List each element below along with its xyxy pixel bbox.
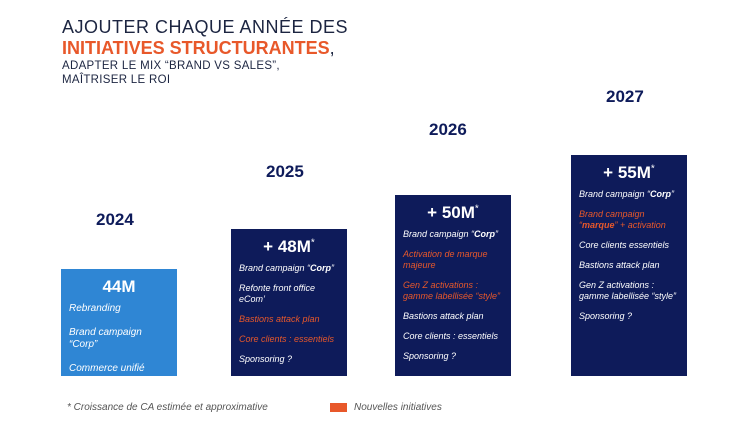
initiative-item: Commerce unifié bbox=[69, 363, 145, 374]
initiative-bold: Corp bbox=[310, 263, 332, 273]
items-2024: Rebranding Brand campaign “Corp” Commerce … bbox=[69, 303, 169, 375]
items-2025: Brand campaign “Corp” Refonte front offic… bbox=[239, 263, 339, 365]
amount-value: + 55M bbox=[603, 163, 651, 182]
initiative-text-end: ” + activation bbox=[614, 220, 666, 230]
legend-label: Nouvelles initiatives bbox=[354, 402, 442, 413]
initiative-item: Sponsoring ? bbox=[579, 311, 633, 321]
initiative-item: Rebranding bbox=[69, 303, 121, 314]
amount-asterisk: * bbox=[474, 203, 479, 215]
year-2024: 2024 bbox=[96, 210, 134, 229]
initiative-item: Brand campaign “Corp” bbox=[403, 229, 503, 240]
initiative-text-end: ” bbox=[671, 189, 675, 199]
initiative-item: Brand campaign “marque” + activation bbox=[579, 209, 679, 231]
initiative-item: Bastions attack plan bbox=[579, 260, 660, 270]
title-comma: , bbox=[329, 38, 335, 58]
title-line-4: MAÎTRISER LE ROI bbox=[62, 74, 171, 86]
initiative-item: Bastions attack plan bbox=[239, 314, 320, 324]
initiative-item: Activation de marque majeure bbox=[403, 249, 488, 270]
column-box-2025: + 48M* Brand campaign “Corp” Refonte fron… bbox=[231, 229, 347, 376]
initiative-bold: marque bbox=[582, 220, 615, 230]
column-box-2027: + 55M* Brand campaign “Corp” Brand campai… bbox=[571, 155, 687, 376]
initiative-item: Refonte front office eCom’ bbox=[239, 283, 316, 304]
initiative-item: Brand campaign “Corp” bbox=[69, 327, 142, 350]
column-box-2024: 44M Rebranding Brand campaign “Corp” Comme… bbox=[61, 269, 177, 376]
initiative-item: Core clients : essentiels bbox=[239, 334, 335, 344]
initiative-item: Gen Z activations : gamme labellisée “st… bbox=[579, 280, 677, 301]
title-block: AJOUTER CHAQUE ANNÉE DES INITIATIVES STR… bbox=[62, 17, 348, 87]
title-highlight: INITIATIVES STRUCTURANTES bbox=[62, 38, 330, 58]
title-line-2: INITIATIVES STRUCTURANTES, bbox=[62, 38, 348, 59]
initiative-item: Sponsoring ? bbox=[403, 351, 457, 361]
amount-value: + 48M bbox=[263, 237, 311, 256]
initiative-text: Brand campaign “ bbox=[403, 229, 475, 239]
initiative-item: Brand campaign “Corp” bbox=[239, 263, 339, 274]
initiative-item: Brand campaign “Corp” bbox=[579, 189, 679, 200]
initiative-text-end: ” bbox=[331, 263, 335, 273]
title-line-1: AJOUTER CHAQUE ANNÉE DES bbox=[62, 17, 349, 37]
initiative-item: Gen Z activations : gamme labellisée “st… bbox=[403, 280, 501, 301]
initiative-text-end: ” bbox=[495, 229, 499, 239]
initiative-item: Core clients : essentiels bbox=[403, 331, 499, 341]
amount-2024: 44M bbox=[69, 277, 169, 297]
amount-asterisk: * bbox=[650, 163, 655, 175]
initiative-item: Bastions attack plan bbox=[403, 311, 484, 321]
column-box-2026: + 50M* Brand campaign “Corp” Activation d… bbox=[395, 195, 511, 376]
year-2026: 2026 bbox=[429, 120, 467, 139]
initiative-bold: Corp bbox=[650, 189, 672, 199]
legend-swatch-new bbox=[330, 403, 347, 412]
initiative-bold: Corp bbox=[474, 229, 496, 239]
year-2025: 2025 bbox=[266, 162, 304, 181]
amount-asterisk: * bbox=[310, 237, 315, 249]
year-2027: 2027 bbox=[606, 87, 644, 106]
initiative-text: Brand campaign “ bbox=[579, 189, 651, 199]
initiative-text: Brand campaign “ bbox=[239, 263, 311, 273]
amount-value: 44M bbox=[102, 277, 136, 296]
footnote: * Croissance de CA estimée et approximat… bbox=[67, 402, 268, 413]
amount-2025: + 48M* bbox=[239, 237, 339, 257]
amount-value: + 50M bbox=[427, 203, 475, 222]
items-2027: Brand campaign “Corp” Brand campaign “mar… bbox=[579, 189, 679, 322]
initiative-item: Core clients essentiels bbox=[579, 240, 670, 250]
amount-2027: + 55M* bbox=[579, 163, 679, 183]
amount-2026: + 50M* bbox=[403, 203, 503, 223]
items-2026: Brand campaign “Corp” Activation de marqu… bbox=[403, 229, 503, 362]
title-line-3: ADAPTER LE MIX “BRAND VS SALES”, bbox=[62, 60, 280, 72]
initiative-text: Brand campaign “ bbox=[579, 209, 645, 230]
initiative-item: Sponsoring ? bbox=[239, 354, 293, 364]
